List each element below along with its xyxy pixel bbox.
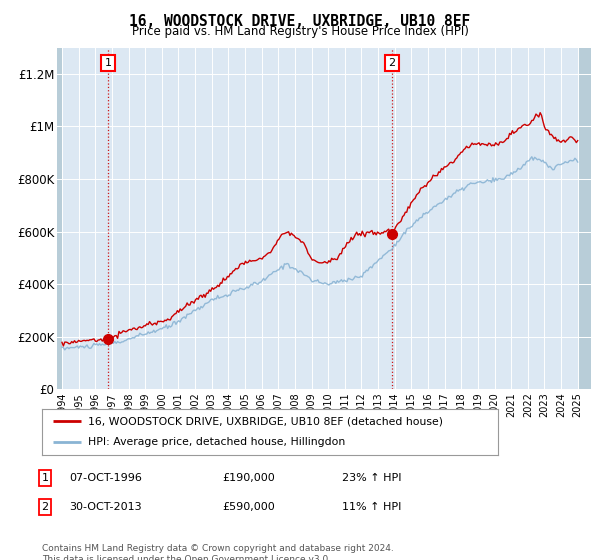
Text: 07-OCT-1996: 07-OCT-1996 bbox=[69, 473, 142, 483]
Text: 2: 2 bbox=[41, 502, 49, 512]
Text: 23% ↑ HPI: 23% ↑ HPI bbox=[342, 473, 401, 483]
Text: 1: 1 bbox=[41, 473, 49, 483]
Text: HPI: Average price, detached house, Hillingdon: HPI: Average price, detached house, Hill… bbox=[88, 437, 345, 447]
Text: 30-OCT-2013: 30-OCT-2013 bbox=[69, 502, 142, 512]
Text: 2: 2 bbox=[388, 58, 395, 68]
Bar bbox=[57, 48, 62, 389]
Text: 11% ↑ HPI: 11% ↑ HPI bbox=[342, 502, 401, 512]
Text: 1: 1 bbox=[104, 58, 112, 68]
Bar bbox=[578, 48, 591, 389]
Text: Contains HM Land Registry data © Crown copyright and database right 2024.
This d: Contains HM Land Registry data © Crown c… bbox=[42, 544, 394, 560]
Text: 16, WOODSTOCK DRIVE, UXBRIDGE, UB10 8EF: 16, WOODSTOCK DRIVE, UXBRIDGE, UB10 8EF bbox=[130, 14, 470, 29]
Text: £590,000: £590,000 bbox=[222, 502, 275, 512]
Text: 16, WOODSTOCK DRIVE, UXBRIDGE, UB10 8EF (detached house): 16, WOODSTOCK DRIVE, UXBRIDGE, UB10 8EF … bbox=[88, 416, 443, 426]
Text: £190,000: £190,000 bbox=[222, 473, 275, 483]
Text: Price paid vs. HM Land Registry's House Price Index (HPI): Price paid vs. HM Land Registry's House … bbox=[131, 25, 469, 38]
